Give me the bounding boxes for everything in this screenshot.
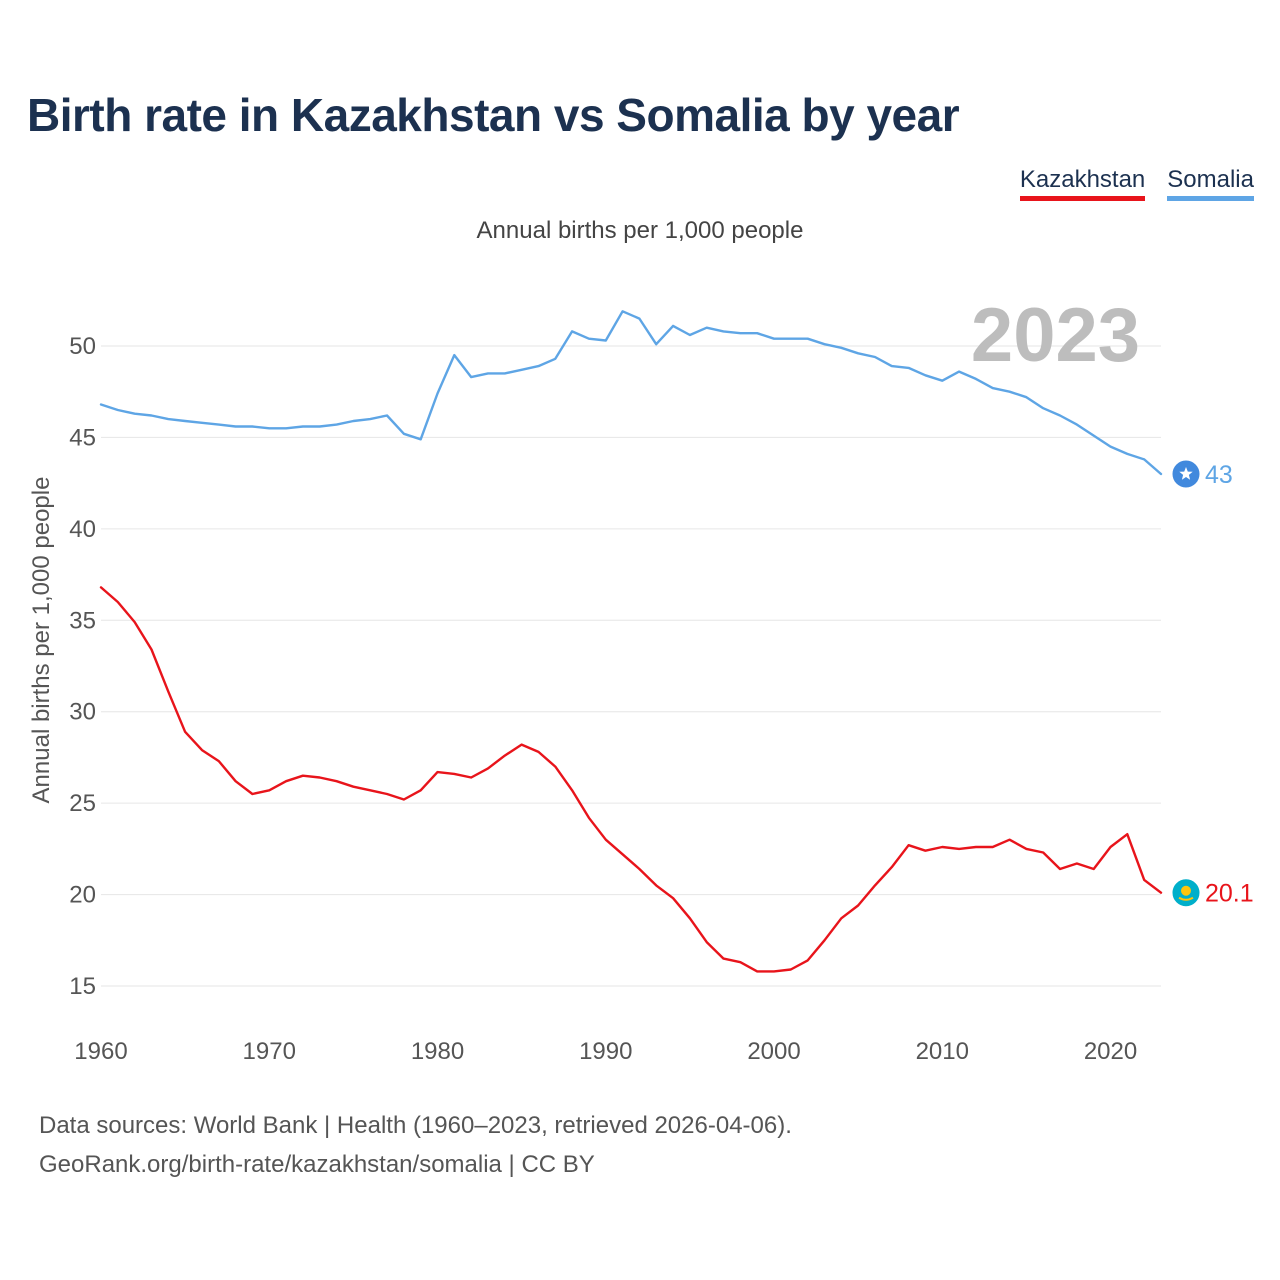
data-sources: Data sources: World Bank | Health (1960–… — [39, 1112, 792, 1139]
y-tick-label: 15 — [69, 973, 96, 1000]
legend-kazakhstan[interactable]: Kazakhstan — [1019, 166, 1146, 201]
footer: Data sources: World Bank | Health (1960–… — [39, 1106, 792, 1184]
y-tick-label: 20 — [69, 882, 96, 909]
y-tick-label: 35 — [69, 607, 96, 634]
flag-somalia-icon — [1171, 459, 1201, 489]
x-tick-label: 2010 — [916, 1038, 969, 1065]
series — [99, 310, 1163, 973]
series-end-markers: 20.1 43 — [1171, 459, 1254, 908]
x-tick-label: 2000 — [747, 1038, 800, 1065]
y-tick-label: 50 — [69, 333, 96, 360]
x-tick-label: 1970 — [243, 1038, 296, 1065]
series-line-somalia — [99, 310, 1163, 476]
y-tick-label: 45 — [69, 424, 96, 451]
y-tick-label: 25 — [69, 790, 96, 817]
legend-somalia[interactable]: Somalia — [1167, 166, 1254, 201]
x-tick-label: 1960 — [74, 1038, 127, 1065]
end-value-somalia: 43 — [1205, 461, 1233, 489]
y-tick-label: 40 — [69, 516, 96, 543]
source-link[interactable]: GeoRank.org/birth-rate/kazakhstan/somali… — [39, 1151, 595, 1178]
flag-kazakhstan-icon — [1171, 878, 1201, 908]
x-axis-ticks: 1960 1970 1980 1990 2000 2010 2020 — [74, 1038, 1137, 1065]
legend: Kazakhstan Somalia — [1019, 166, 1254, 201]
chart-subtitle: Annual births per 1,000 people — [476, 217, 804, 244]
chart-title: Birth rate in Kazakhstan vs Somalia by y… — [27, 89, 960, 141]
y-axis-ticks: 15 20 25 30 35 40 45 50 — [69, 333, 96, 1000]
series-line-kazakhstan — [99, 586, 1163, 973]
x-tick-label: 1990 — [579, 1038, 632, 1065]
x-tick-label: 2020 — [1084, 1038, 1137, 1065]
current-year-label: 2023 — [971, 293, 1140, 378]
grid — [101, 345, 1161, 987]
end-value-kazakhstan: 20.1 — [1205, 880, 1254, 908]
y-tick-label: 30 — [69, 699, 96, 726]
x-tick-label: 1980 — [411, 1038, 464, 1065]
